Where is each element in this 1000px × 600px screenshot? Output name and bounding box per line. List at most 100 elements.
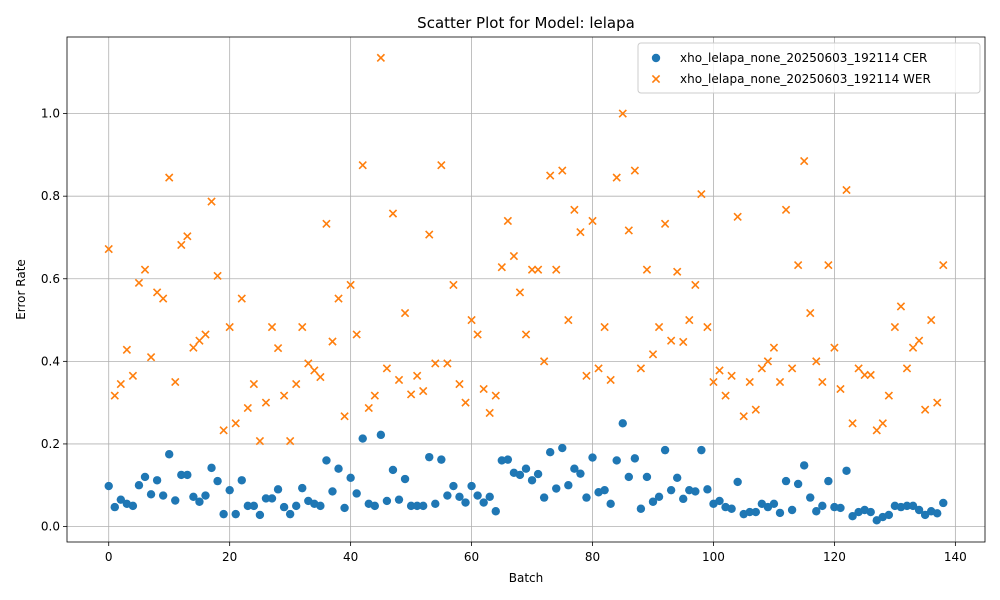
cer-point [612, 456, 621, 465]
cer-point [134, 481, 144, 490]
cer-point [225, 485, 234, 495]
cer-point [606, 499, 615, 509]
legend-circle-marker [651, 53, 661, 63]
cer-point [104, 481, 113, 491]
cer-point [564, 481, 573, 490]
cer-point [358, 434, 367, 443]
wer-point [527, 265, 537, 274]
wer-point [304, 359, 313, 368]
grid [67, 37, 985, 542]
cer-point [842, 466, 851, 475]
cer-point [461, 498, 470, 507]
wer-point [890, 322, 900, 332]
cer-point [600, 485, 609, 495]
wer-point [878, 419, 887, 428]
cer-point [195, 497, 204, 506]
wer-point [914, 336, 924, 345]
wer-point [576, 227, 585, 237]
x-tick-label: 140 [944, 550, 967, 564]
wer-point [189, 343, 198, 352]
cer-point [920, 510, 930, 520]
cer-point [346, 473, 355, 482]
cer-point [425, 452, 434, 462]
wer-point [110, 391, 119, 400]
wer-point [533, 265, 543, 274]
wer-point [128, 371, 138, 380]
cer-point [316, 501, 325, 511]
cer-point [654, 492, 664, 501]
wer-point [769, 343, 779, 352]
cer-point [140, 472, 150, 482]
cer-point [812, 507, 821, 516]
wer-point [612, 173, 621, 182]
y-tick-label: 0.8 [41, 189, 60, 203]
wer-point [515, 288, 525, 297]
cer-point [279, 502, 289, 512]
wer-point [751, 405, 760, 414]
x-tick-label: 20 [222, 550, 237, 564]
wer-point [933, 398, 942, 407]
cer-point [431, 499, 440, 509]
cer-point [666, 485, 676, 495]
wer-point [582, 371, 591, 380]
cer-point [908, 501, 918, 511]
wer-point [860, 370, 869, 380]
cer-point [237, 476, 246, 485]
wer-point [570, 205, 579, 214]
wer-point [328, 337, 337, 346]
cer-point [388, 465, 398, 475]
wer-point [594, 364, 603, 373]
cer-point [787, 505, 797, 515]
x-tick-label: 80 [585, 550, 600, 564]
cer-point [473, 491, 482, 500]
wer-point [140, 265, 150, 274]
cer-point [352, 489, 361, 498]
wer-point [352, 330, 361, 339]
wer-point [231, 419, 240, 428]
x-axis-label: Batch [509, 571, 544, 585]
wer-point [866, 370, 875, 380]
series-layer [104, 53, 948, 525]
cer-point [249, 501, 259, 511]
cer-point [443, 491, 452, 500]
wer-point [503, 216, 513, 226]
cer-point [733, 477, 742, 487]
cer-point [189, 492, 198, 501]
wer-point [201, 330, 210, 339]
cer-point [485, 492, 494, 501]
wer-point [177, 240, 186, 250]
y-tick-label: 0.0 [41, 520, 60, 534]
wer-point [763, 357, 773, 366]
cer-point [691, 487, 700, 496]
wer-point [685, 315, 694, 325]
wer-point [739, 412, 748, 421]
cer-point [376, 430, 386, 440]
wer-point [376, 53, 386, 63]
wer-point [152, 288, 162, 297]
wer-point [443, 359, 452, 368]
wer-point [588, 216, 597, 226]
wer-point [207, 197, 216, 206]
cer-point [146, 490, 156, 499]
wer-point [255, 436, 265, 446]
cer-point [775, 508, 785, 518]
wer-point [600, 322, 609, 332]
cer-point [527, 476, 537, 485]
cer-point [328, 487, 337, 496]
wer-point [146, 353, 156, 362]
cer-point [412, 501, 422, 511]
ticks: 0 20 40 60 80 100 120 140 0.0 0.2 0.4 0.6 0.8 1.0 [41, 107, 967, 564]
wer-point [884, 391, 894, 400]
cer-point [848, 511, 857, 521]
cer-point [231, 509, 240, 519]
wer-point [806, 308, 815, 318]
cer-point [939, 498, 948, 508]
wer-point [134, 278, 144, 288]
wer-point [636, 364, 646, 373]
wer-series [104, 53, 948, 446]
wer-point [104, 244, 113, 254]
cer-point [400, 474, 410, 484]
wer-point [219, 426, 228, 435]
cer-point [642, 472, 652, 482]
wer-point [479, 384, 488, 394]
